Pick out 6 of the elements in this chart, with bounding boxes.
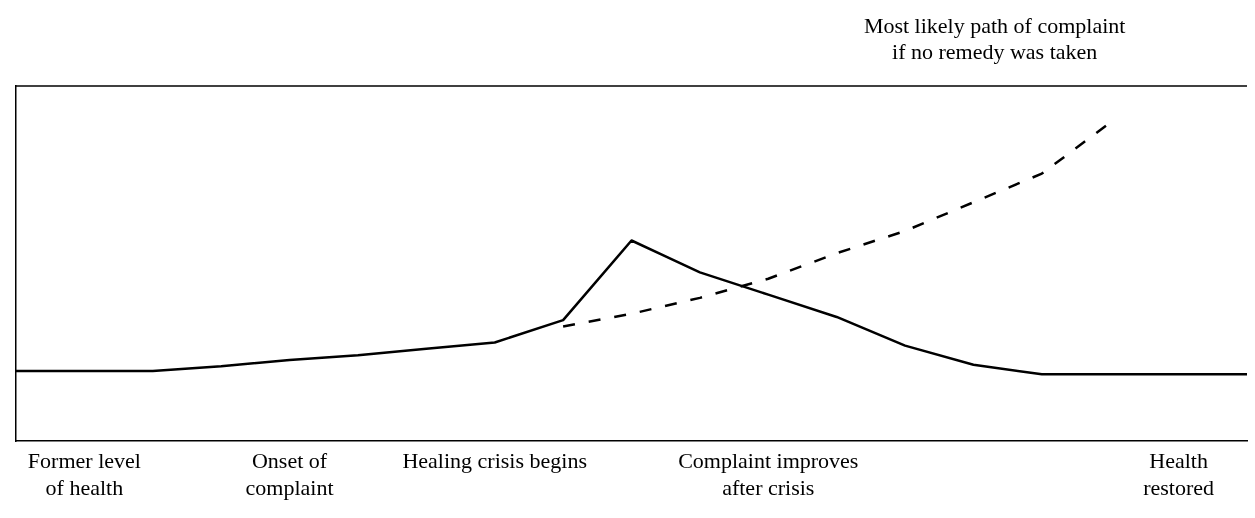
x-tick-label: Healing crisis begins <box>402 448 587 474</box>
text: Most likely path of complaint if no remedy was taken <box>863 12 1126 64</box>
x-tick-label: Onset of complaint <box>245 448 334 500</box>
x-tick-label: Health restored <box>1143 448 1215 500</box>
x-tick-label: Former level of health <box>27 448 141 500</box>
x-tick-label: Complaint improves after crisis <box>678 448 859 500</box>
